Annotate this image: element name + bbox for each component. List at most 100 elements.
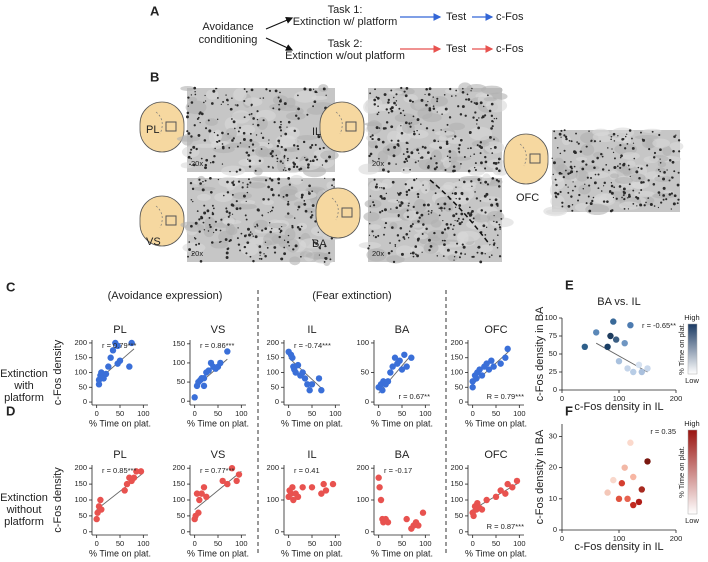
- cell: [375, 126, 379, 130]
- cell: [455, 212, 458, 215]
- cell: [404, 121, 408, 125]
- cell: [492, 161, 496, 165]
- cell: [400, 252, 404, 256]
- tissue-texture: [473, 214, 491, 223]
- cell: [648, 148, 651, 151]
- cell: [455, 89, 458, 92]
- data-point: [483, 496, 490, 504]
- cell: [229, 108, 233, 111]
- cell: [484, 253, 486, 255]
- cell: [403, 90, 406, 93]
- cell: [460, 212, 464, 216]
- cell: [243, 245, 247, 249]
- cell: [382, 187, 386, 190]
- cell: [391, 226, 394, 229]
- cell: [571, 189, 574, 192]
- tissue-texture: [634, 190, 655, 198]
- tissue-texture: [388, 90, 403, 95]
- cell: [417, 237, 420, 240]
- tissue-texture: [326, 181, 335, 190]
- cell: [603, 181, 606, 185]
- cell: [246, 186, 249, 188]
- cell: [484, 211, 487, 214]
- cell: [313, 100, 317, 104]
- annotation: r = 0.41: [294, 466, 320, 475]
- cell: [459, 138, 463, 142]
- cell: [383, 208, 387, 212]
- data-point: [488, 357, 495, 364]
- cell: [258, 245, 262, 248]
- cell: [673, 194, 677, 198]
- cell: [588, 184, 591, 187]
- data-point: [485, 366, 493, 373]
- cell: [331, 184, 333, 187]
- cell: [475, 197, 478, 200]
- cell: [284, 132, 288, 136]
- cell: [628, 129, 632, 132]
- cell: [283, 246, 286, 249]
- cell: [395, 104, 397, 106]
- cell: [367, 247, 370, 250]
- cell: [396, 143, 400, 146]
- data-point: [195, 509, 202, 516]
- cell: [318, 147, 322, 150]
- cell: [556, 147, 559, 149]
- cell: [443, 228, 447, 231]
- cell: [494, 228, 497, 231]
- y-tick-label: 0: [459, 397, 463, 406]
- y-tick-label: 0: [365, 397, 369, 406]
- cell: [472, 116, 475, 119]
- data-point: [497, 487, 504, 494]
- cell: [211, 212, 215, 216]
- cell: [203, 101, 205, 104]
- tissue-texture: [643, 156, 659, 164]
- cell: [390, 139, 393, 142]
- cell: [499, 228, 501, 230]
- data-point: [638, 368, 645, 376]
- cell: [653, 205, 656, 207]
- cell: [608, 169, 610, 172]
- cell: [396, 192, 399, 194]
- cell: [264, 179, 268, 182]
- cell: [311, 190, 314, 193]
- cell: [491, 125, 494, 128]
- cell: [418, 133, 420, 136]
- cell: [238, 168, 242, 172]
- cell: [294, 244, 298, 248]
- tissue-texture: [440, 184, 454, 193]
- y-tick-label: 50: [549, 349, 557, 358]
- tissue-texture: [294, 190, 317, 200]
- cell: [315, 91, 318, 94]
- cell: [454, 219, 456, 222]
- cell: [409, 99, 412, 103]
- cell: [225, 256, 229, 259]
- tissue-texture: [599, 193, 616, 206]
- cell: [577, 142, 580, 145]
- cell: [332, 178, 336, 181]
- data-point: [322, 487, 330, 494]
- cell: [409, 252, 412, 255]
- cell: [429, 245, 433, 248]
- tissue-texture: [614, 176, 634, 184]
- cell: [283, 239, 286, 241]
- cell: [243, 234, 247, 238]
- cell: [461, 90, 465, 94]
- chart-title: BA: [395, 449, 410, 461]
- cell: [187, 132, 191, 135]
- data-point: [224, 348, 231, 355]
- cell: [197, 242, 201, 245]
- cell: [191, 187, 195, 191]
- cell: [303, 87, 307, 91]
- task-step: Test: [446, 11, 466, 23]
- x-tick-label: 50: [116, 539, 124, 548]
- tissue-texture: [630, 173, 646, 183]
- cell: [558, 171, 562, 175]
- cell: [231, 118, 233, 120]
- cell: [378, 157, 380, 160]
- cell: [600, 190, 603, 192]
- cell: [203, 139, 207, 142]
- cell: [659, 148, 662, 152]
- cell: [454, 191, 458, 195]
- cell: [209, 176, 212, 180]
- cell: [638, 192, 640, 194]
